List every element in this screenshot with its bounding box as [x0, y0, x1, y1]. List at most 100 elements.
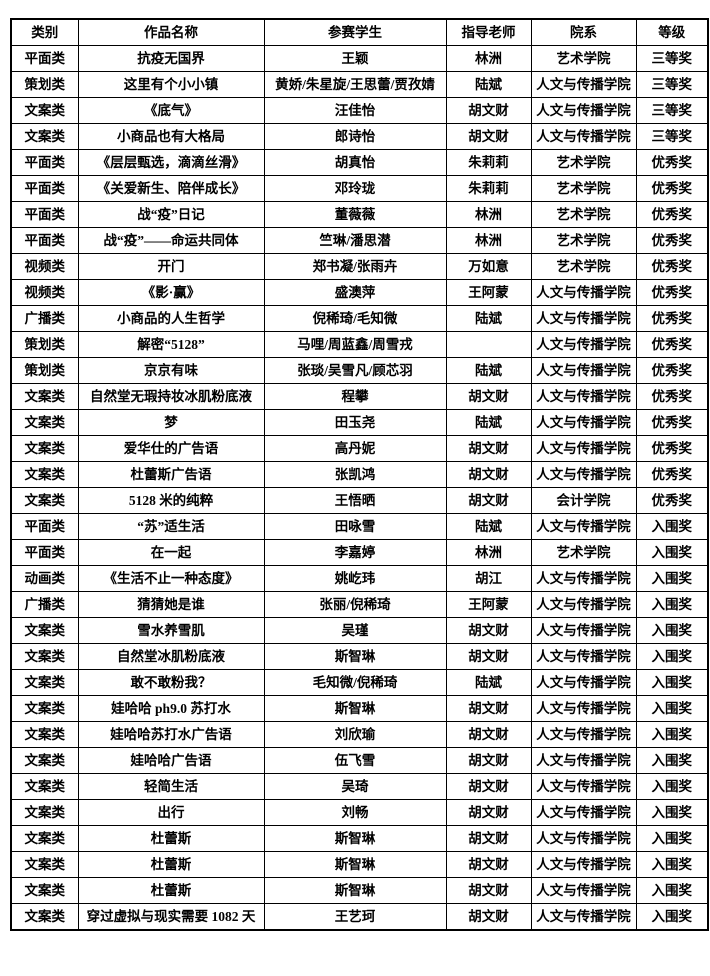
table-cell: 人文与传播学院 [530, 513, 637, 540]
table-cell: 文案类 [10, 383, 79, 410]
table-cell: 胡文财 [445, 643, 532, 670]
table-row: 平面类 《关爱新生、陪伴成长》 邓玲珑 朱莉莉 艺术学院 优秀奖 [10, 175, 709, 202]
table-cell: 胡文财 [445, 383, 532, 410]
table-cell: 胡文财 [445, 695, 532, 722]
awards-table: 类别 作品名称 参赛学生 指导老师 院系 等级 平面类 抗疫无国界 王颖 林洲 艺术学院 三等奖 策划… [10, 18, 709, 931]
table-cell: 入围奖 [635, 513, 709, 540]
table-cell: 马哩/周蓝鑫/周雪戎 [263, 331, 447, 358]
table-cell: 李嘉婷 [263, 539, 447, 566]
table-cell: 入围奖 [635, 799, 709, 826]
table-cell: 广播类 [10, 591, 79, 618]
table-cell: 人文与传播学院 [530, 669, 637, 696]
table-cell: 三等奖 [635, 45, 709, 72]
table-cell: 平面类 [10, 175, 79, 202]
table-cell: 小商品也有大格局 [77, 123, 265, 150]
table-cell: 王颖 [263, 45, 447, 72]
table-cell: 艺术学院 [530, 253, 637, 280]
table-cell: 人文与传播学院 [530, 877, 637, 904]
table-cell: 艺术学院 [530, 539, 637, 566]
table-cell: 入围奖 [635, 617, 709, 644]
table-cell: 人文与传播学院 [530, 305, 637, 332]
table-cell: 文案类 [10, 123, 79, 150]
table-cell: 《关爱新生、陪伴成长》 [77, 175, 265, 202]
table-cell: 策划类 [10, 71, 79, 98]
table-cell: 艺术学院 [530, 45, 637, 72]
table-cell: 汪佳怡 [263, 97, 447, 124]
table-cell: 优秀奖 [635, 201, 709, 228]
table-cell: 吴瑾 [263, 617, 447, 644]
table-row: 文案类 5128 米的纯粹 王悟晒 胡文财 会计学院 优秀奖 [10, 487, 709, 514]
table-row: 文案类 出行 刘畅 胡文财 人文与传播学院 入围奖 [10, 799, 709, 826]
table-cell: 王阿蒙 [445, 279, 532, 306]
table-cell: 5128 米的纯粹 [77, 487, 265, 514]
column-header: 等级 [635, 18, 709, 46]
table-cell: 会计学院 [530, 487, 637, 514]
table-cell: 张丽/倪稀琦 [263, 591, 447, 618]
table-cell: 田玉尧 [263, 409, 447, 436]
table-cell: 胡文财 [445, 487, 532, 514]
table-cell: “苏”适生活 [77, 513, 265, 540]
table-cell: 文案类 [10, 669, 79, 696]
column-header: 类别 [10, 18, 79, 46]
table-cell: 人文与传播学院 [530, 851, 637, 878]
table-cell: 人文与传播学院 [530, 279, 637, 306]
table-cell: 斯智琳 [263, 851, 447, 878]
table-row: 文案类 娃哈哈 ph9.0 苏打水 斯智琳 胡文财 人文与传播学院 入围奖 [10, 695, 709, 722]
table-row: 文案类 爱华仕的广告语 高丹妮 胡文财 人文与传播学院 优秀奖 [10, 435, 709, 462]
table-cell: 平面类 [10, 513, 79, 540]
table-cell: 三等奖 [635, 97, 709, 124]
table-cell: 人文与传播学院 [530, 903, 637, 931]
table-cell: 艺术学院 [530, 149, 637, 176]
table-cell: 自然堂无瑕持妆冰肌粉底液 [77, 383, 265, 410]
table-row: 文案类 《底气》 汪佳怡 胡文财 人文与传播学院 三等奖 [10, 97, 709, 124]
table-row: 策划类 这里有个小小镇 黄娇/朱星旋/王思蕾/贾孜婧 陆斌 人文与传播学院 三等奖 [10, 71, 709, 98]
table-cell: 穿过虚拟与现实需要 1082 天 [77, 903, 265, 931]
table-cell: 邓玲珑 [263, 175, 447, 202]
table-cell: 黄娇/朱星旋/王思蕾/贾孜婧 [263, 71, 447, 98]
table-row: 文案类 轻简生活 吴琦 胡文财 人文与传播学院 入围奖 [10, 773, 709, 800]
table-row: 文案类 雪水养雪肌 吴瑾 胡文财 人文与传播学院 入围奖 [10, 617, 709, 644]
table-row: 平面类 战“疫”日记 董薇薇 林洲 艺术学院 优秀奖 [10, 201, 709, 228]
table-cell: 梦 [77, 409, 265, 436]
table-cell: 雪水养雪肌 [77, 617, 265, 644]
table-row: 文案类 杜蕾斯广告语 张凯鸿 胡文财 人文与传播学院 优秀奖 [10, 461, 709, 488]
table-cell: 入围奖 [635, 695, 709, 722]
table-cell: 文案类 [10, 97, 79, 124]
table-cell: 人文与传播学院 [530, 435, 637, 462]
table-cell: 文案类 [10, 435, 79, 462]
table-cell: 郎诗怡 [263, 123, 447, 150]
table-cell: 平面类 [10, 539, 79, 566]
table-cell: 王悟晒 [263, 487, 447, 514]
table-cell: 开门 [77, 253, 265, 280]
table-cell: 盛澳萍 [263, 279, 447, 306]
table-cell: 杜蕾斯 [77, 877, 265, 904]
table-cell: 人文与传播学院 [530, 643, 637, 670]
table-cell: 在一起 [77, 539, 265, 566]
table-cell: 张凯鸿 [263, 461, 447, 488]
table-row: 平面类 抗疫无国界 王颖 林洲 艺术学院 三等奖 [10, 45, 709, 72]
table-cell: 视频类 [10, 253, 79, 280]
table-cell: 胡文财 [445, 617, 532, 644]
table-cell: 胡文财 [445, 435, 532, 462]
table-cell: 平面类 [10, 149, 79, 176]
table-cell: 三等奖 [635, 71, 709, 98]
table-cell: 王阿蒙 [445, 591, 532, 618]
table-cell: 斯智琳 [263, 825, 447, 852]
table-cell: 视频类 [10, 279, 79, 306]
table-cell: 董薇薇 [263, 201, 447, 228]
table-cell: 人文与传播学院 [530, 747, 637, 774]
table-cell: 入围奖 [635, 721, 709, 748]
table-row: 文案类 小商品也有大格局 郎诗怡 胡文财 人文与传播学院 三等奖 [10, 123, 709, 150]
table-cell: 优秀奖 [635, 253, 709, 280]
table-cell: 入围奖 [635, 747, 709, 774]
table-cell: 人文与传播学院 [530, 799, 637, 826]
table-cell: 优秀奖 [635, 227, 709, 254]
table-cell: 文案类 [10, 825, 79, 852]
table-cell: 人文与传播学院 [530, 331, 637, 358]
table-cell: 解密“5128” [77, 331, 265, 358]
table-cell: 文案类 [10, 409, 79, 436]
table-row: 视频类 开门 郑书凝/张雨卉 万如意 艺术学院 优秀奖 [10, 253, 709, 280]
table-cell: 入围奖 [635, 903, 709, 931]
table-cell: 优秀奖 [635, 409, 709, 436]
